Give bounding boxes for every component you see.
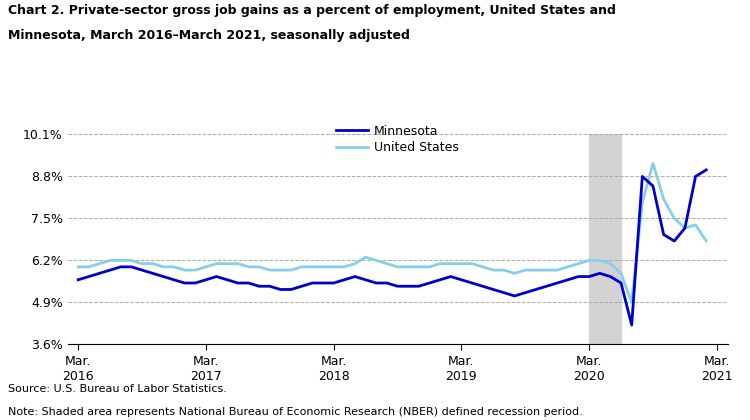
- Bar: [589, 134, 621, 344]
- Text: Note: Shaded area represents National Bureau of Economic Research (NBER) defined: Note: Shaded area represents National Bu…: [8, 407, 582, 417]
- Text: Minnesota, March 2016–March 2021, seasonally adjusted: Minnesota, March 2016–March 2021, season…: [8, 29, 410, 42]
- Text: Source: U.S. Bureau of Labor Statistics.: Source: U.S. Bureau of Labor Statistics.: [8, 384, 226, 394]
- Text: Chart 2. Private-sector gross job gains as a percent of employment, United State: Chart 2. Private-sector gross job gains …: [8, 4, 615, 17]
- Legend: Minnesota, United States: Minnesota, United States: [332, 120, 464, 160]
